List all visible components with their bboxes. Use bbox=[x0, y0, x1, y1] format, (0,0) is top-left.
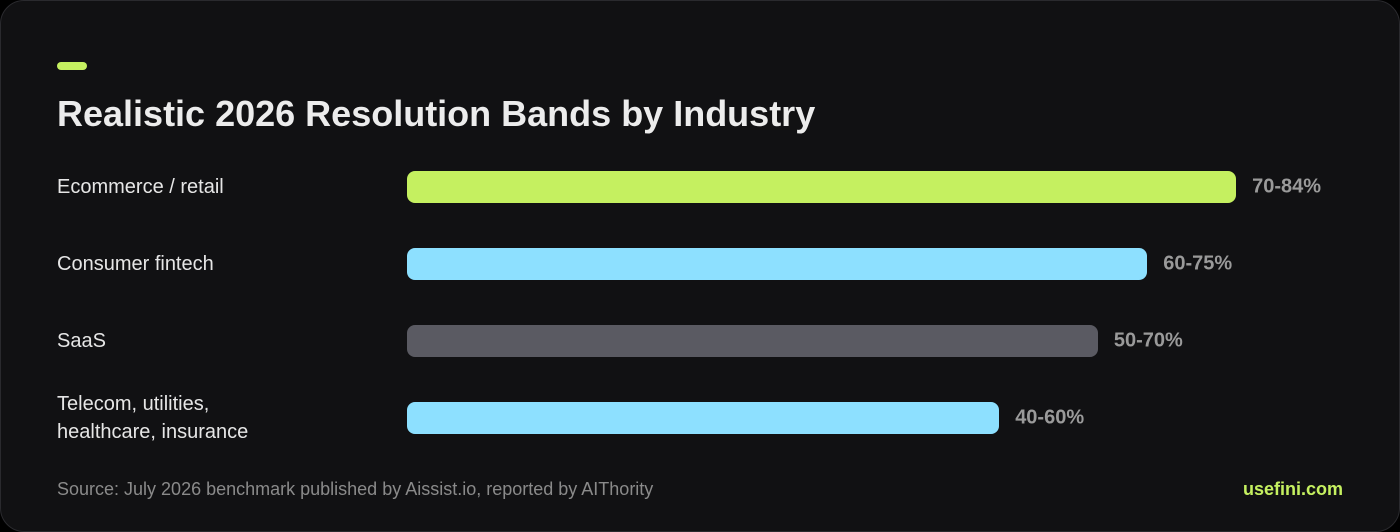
bar bbox=[407, 248, 1148, 280]
value-label: 70-84% bbox=[1252, 175, 1322, 198]
bar bbox=[407, 402, 1000, 434]
brand-link: usefini.com bbox=[1242, 479, 1343, 499]
source-note: Source: July 2026 benchmark published by… bbox=[57, 479, 654, 499]
value-label: 40-60% bbox=[1015, 406, 1085, 429]
chart-title: Realistic 2026 Resolution Bands by Indus… bbox=[57, 93, 816, 134]
bar bbox=[407, 171, 1237, 203]
bar bbox=[407, 325, 1098, 357]
category-label: Ecommerce / retail bbox=[57, 176, 224, 198]
category-label: Consumer fintech bbox=[57, 253, 214, 275]
value-label: 50-70% bbox=[1113, 329, 1183, 352]
category-label: SaaS bbox=[57, 330, 106, 352]
accent-line bbox=[57, 62, 87, 70]
category-label: Telecom, utilities, healthcare, insuranc… bbox=[57, 393, 249, 443]
value-label: 60-75% bbox=[1163, 252, 1233, 275]
